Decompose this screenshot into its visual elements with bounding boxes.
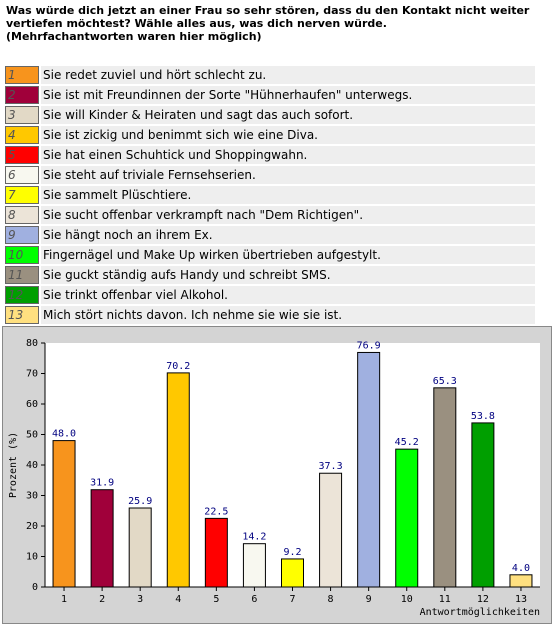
answer-number: 6 (5, 166, 39, 184)
x-tick-label: 5 (213, 594, 219, 605)
value-label: 9.2 (283, 547, 301, 558)
x-tick-label: 6 (251, 594, 257, 605)
note: (Mehrfachantworten waren hier möglich) (6, 30, 262, 43)
answer-text: Sie sammelt Plüschtiere. (41, 186, 535, 204)
answer-row: 1 Sie redet zuviel und hört schlecht zu. (5, 66, 535, 84)
y-axis-label: Prozent (%) (8, 432, 19, 498)
bar (166, 372, 190, 588)
answer-number: 4 (5, 126, 39, 144)
answer-number: 5 (5, 146, 39, 164)
question: Was würde dich jetzt an einer Frau so se… (6, 4, 530, 30)
answer-number: 9 (5, 226, 39, 244)
answer-row: 13 Mich stört nichts davon. Ich nehme sie… (5, 306, 535, 324)
y-tick-label: 20 (26, 521, 38, 532)
y-tick-label: 30 (26, 491, 38, 502)
answer-text: Sie trinkt offenbar viel Alkohol. (41, 286, 535, 304)
answer-text: Sie hat einen Schuhtick und Shoppingwahn… (41, 146, 535, 164)
x-tick-label: 7 (289, 594, 295, 605)
bar (242, 543, 266, 588)
answer-text: Mich stört nichts davon. Ich nehme sie w… (41, 306, 535, 324)
value-label: 76.9 (357, 340, 381, 351)
y-tick-label: 70 (26, 369, 38, 380)
value-label: 48.0 (52, 429, 76, 440)
x-tick-label: 9 (366, 594, 372, 605)
answer-text: Fingernägel und Make Up wirken übertrieb… (41, 246, 535, 264)
value-label: 37.3 (319, 461, 343, 472)
answer-text: Sie hängt noch an ihrem Ex. (41, 226, 535, 244)
value-label: 14.2 (242, 532, 266, 543)
answer-text: Sie guckt ständig aufs Handy und schreib… (41, 266, 535, 284)
answer-row: 6 Sie steht auf triviale Fernsehserien. (5, 166, 535, 184)
y-tick-label: 60 (26, 399, 38, 410)
x-tick-label: 11 (439, 594, 451, 605)
y-tick-label: 10 (26, 552, 38, 563)
value-label: 70.2 (166, 361, 190, 372)
answer-row: 2 Sie ist mit Freundinnen der Sorte "Hühn… (5, 86, 535, 104)
answer-text: Sie redet zuviel und hört schlecht zu. (41, 66, 535, 84)
bar (90, 489, 114, 588)
x-tick-label: 2 (99, 594, 105, 605)
answer-text: Sie will Kinder & Heiraten und sagt das … (41, 106, 535, 124)
answer-row: 7 Sie sammelt Plüschtiere. (5, 186, 535, 204)
value-label: 65.3 (433, 376, 457, 387)
bar (509, 574, 533, 588)
answer-row: 4 Sie ist zickig und benimmt sich wie ein… (5, 126, 535, 144)
bar (204, 517, 228, 588)
value-label: 31.9 (90, 478, 114, 489)
answer-number: 10 (5, 246, 39, 264)
bar (357, 351, 381, 588)
answer-row: 10 Fingernägel und Make Up wirken übertri… (5, 246, 535, 264)
answer-number: 13 (5, 306, 39, 324)
bar (281, 558, 304, 588)
bar (433, 387, 457, 588)
answer-list: 1 Sie redet zuviel und hört schlecht zu. 2… (5, 66, 535, 326)
bar (52, 440, 76, 588)
answer-row: 12 Sie trinkt offenbar viel Alkohol. (5, 286, 535, 304)
answer-row: 9 Sie hängt noch an ihrem Ex. (5, 226, 535, 244)
value-label: 22.5 (204, 506, 228, 517)
answer-text: Sie steht auf triviale Fernsehserien. (41, 166, 535, 184)
bar (471, 422, 495, 588)
y-tick-label: 50 (26, 430, 38, 441)
x-tick-label: 12 (477, 594, 489, 605)
y-tick-label: 0 (32, 582, 38, 593)
answer-row: 5 Sie hat einen Schuhtick und Shoppingwah… (5, 146, 535, 164)
plot-area (45, 343, 540, 587)
y-tick-label: 80 (26, 338, 38, 349)
answer-number: 2 (5, 86, 39, 104)
x-tick-label: 8 (328, 594, 334, 605)
x-tick-label: 13 (515, 594, 527, 605)
value-label: 4.0 (512, 563, 530, 574)
chart: Prozent (%) Antwortmöglichkeiten 0 10 20 30… (2, 326, 552, 624)
answer-row: 8 Sie sucht offenbar verkrampft nach "Dem… (5, 206, 535, 224)
header: Was würde dich jetzt an einer Frau so se… (6, 4, 546, 43)
value-label: 45.2 (395, 437, 419, 448)
answer-row: 11 Sie guckt ständig aufs Handy und schre… (5, 266, 535, 284)
x-tick-label: 4 (175, 594, 181, 605)
answer-number: 1 (5, 66, 39, 84)
x-tick-label: 3 (137, 594, 143, 605)
bar (128, 507, 152, 588)
y-tick-label: 40 (26, 460, 38, 471)
answer-number: 3 (5, 106, 39, 124)
x-tick-label: 10 (401, 594, 413, 605)
x-tick-label: 1 (61, 594, 67, 605)
answer-row: 3 Sie will Kinder & Heiraten und sagt das… (5, 106, 535, 124)
answer-text: Sie sucht offenbar verkrampft nach "Dem … (41, 206, 535, 224)
answer-number: 11 (5, 266, 39, 284)
answer-number: 8 (5, 206, 39, 224)
answer-number: 7 (5, 186, 39, 204)
answer-number: 12 (5, 286, 39, 304)
bar (319, 472, 343, 588)
answer-text: Sie ist mit Freundinnen der Sorte "Hühne… (41, 86, 535, 104)
bar (395, 448, 419, 588)
x-axis-label: Antwortmöglichkeiten (420, 607, 540, 618)
answer-text: Sie ist zickig und benimmt sich wie eine… (41, 126, 535, 144)
value-label: 25.9 (128, 496, 152, 507)
value-label: 53.8 (471, 411, 495, 422)
